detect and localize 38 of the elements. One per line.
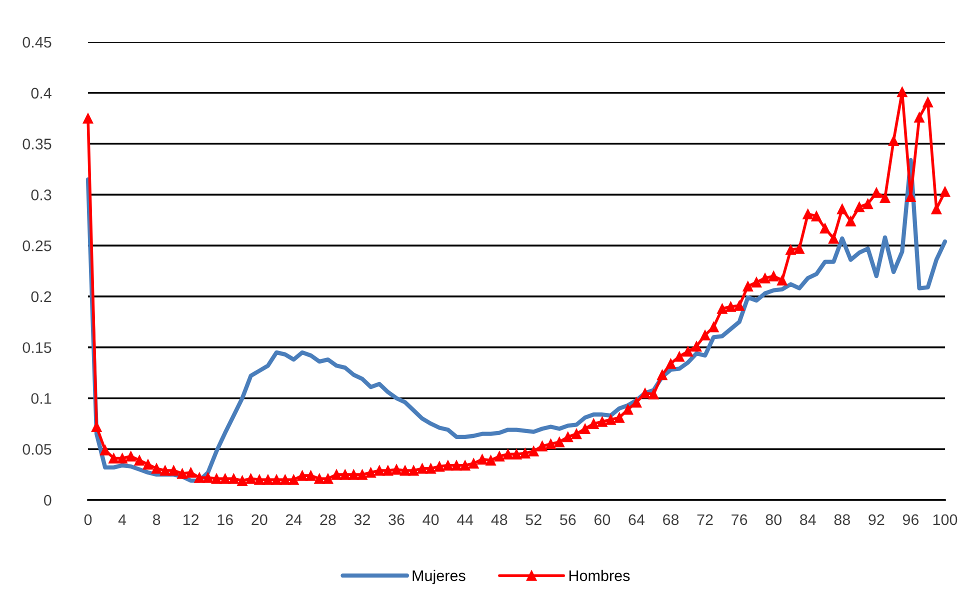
x-tick-label: 88 bbox=[834, 514, 850, 526]
x-tick-label: 52 bbox=[526, 514, 542, 526]
x-tick-label: 0 bbox=[84, 514, 92, 526]
x-tick-label: 28 bbox=[320, 514, 336, 526]
x-tick-label: 64 bbox=[628, 514, 645, 526]
x-tick-label: 4 bbox=[118, 514, 126, 525]
x-tick-label: 36 bbox=[388, 514, 404, 526]
x-tick-label: 24 bbox=[286, 514, 302, 525]
y-tick-label: 0.45 bbox=[22, 36, 52, 48]
legend-label: Hombres bbox=[569, 570, 630, 582]
y-tick-label: 0.35 bbox=[22, 138, 52, 150]
x-tick-label: 32 bbox=[354, 514, 370, 526]
x-tick-label: 68 bbox=[663, 514, 679, 526]
x-tick-label: 96 bbox=[902, 514, 919, 526]
y-tick-label: 0 bbox=[44, 494, 52, 506]
x-tick-label: 84 bbox=[800, 514, 816, 526]
x-tick-label: 100 bbox=[933, 514, 958, 526]
x-tick-label: 20 bbox=[252, 514, 268, 526]
x-tick-label: 60 bbox=[594, 514, 610, 526]
x-tick-label: 56 bbox=[560, 514, 576, 526]
y-tick-label: 0.15 bbox=[22, 342, 52, 354]
y-tick-label: 0.4 bbox=[31, 88, 52, 99]
y-tick-label: 0.05 bbox=[22, 444, 52, 455]
x-tick-label: 12 bbox=[184, 514, 199, 525]
y-tick-label: 0.25 bbox=[22, 240, 52, 252]
y-tick-label: 0.3 bbox=[31, 190, 52, 200]
x-tick-label: 16 bbox=[218, 514, 233, 526]
y-tick-label: 0.1 bbox=[31, 393, 52, 404]
x-tick-label: 8 bbox=[152, 514, 160, 526]
x-tick-label: 92 bbox=[868, 514, 884, 526]
x-tick-label: 44 bbox=[456, 514, 474, 525]
x-tick-label: 40 bbox=[422, 514, 439, 526]
y-tick-label: 0.2 bbox=[31, 291, 52, 302]
x-tick-label: 80 bbox=[766, 514, 782, 526]
legend-label: Mujeres bbox=[412, 570, 466, 584]
x-tick-label: 72 bbox=[697, 514, 713, 525]
x-tick-label: 76 bbox=[732, 514, 748, 526]
x-tick-label: 48 bbox=[491, 514, 508, 526]
